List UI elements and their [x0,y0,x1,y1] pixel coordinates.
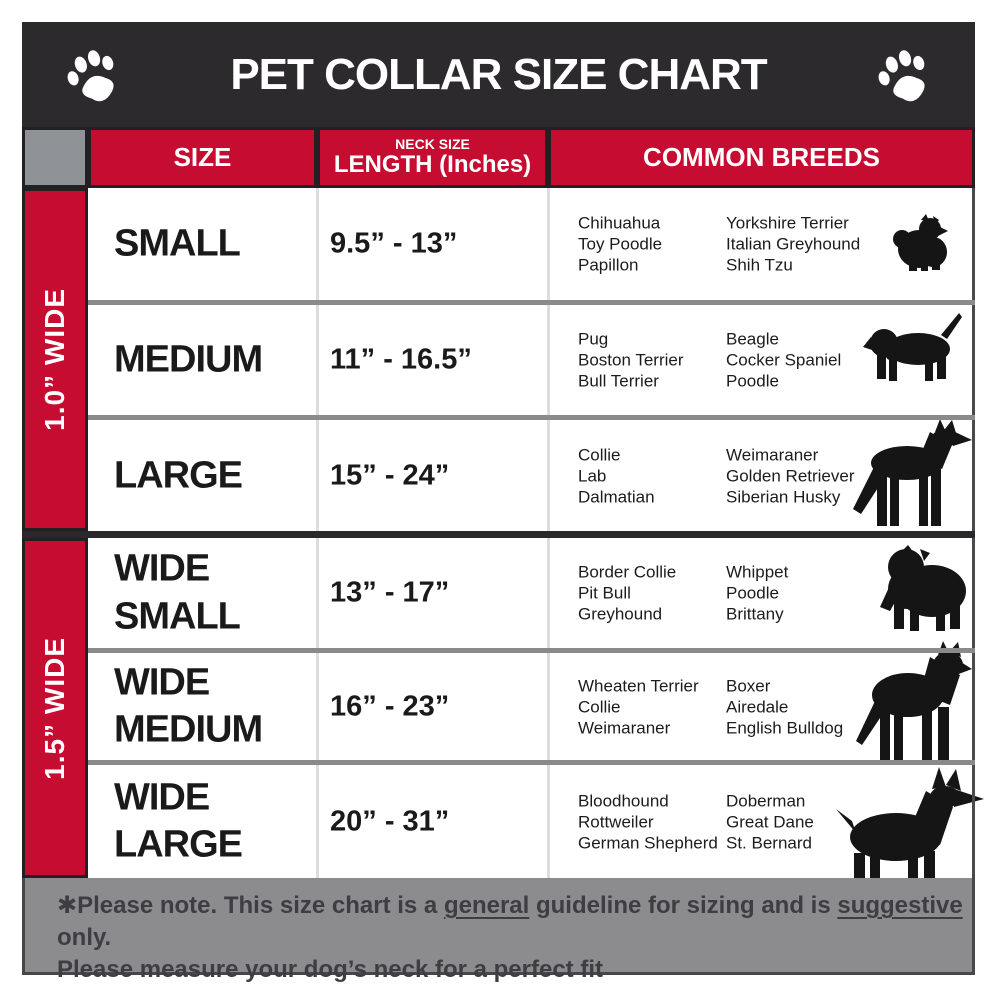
row-separator [88,415,975,420]
breed-name: Dalmatian [578,487,655,506]
length-inches-label: LENGTH (Inches) [333,151,532,178]
footer-note-line2: Please measure your dog’s neck for a per… [57,956,603,983]
breeds-column-b: Yorkshire Terrier Italian Greyhound Shih… [726,213,860,276]
breed-name: Pug [578,329,609,349]
breed-name: Toy Poodle [578,234,663,254]
breed-name: Pit Bull [578,583,631,603]
breeds-column-b: Doberman Great Dane St. Bernard [726,790,814,853]
size-row-small: SMALL 9.5” - 13” Chihuahua Toy Poodle Pa… [88,188,975,300]
footer-note: ✱Please note. This size chart is a gener… [22,878,975,983]
note-text: guideline for sizing and is [529,892,838,919]
neck-length-range: 11” - 16.5” [330,343,472,376]
page-title: PET COLLAR SIZE CHART [230,49,767,99]
column-header-size: SIZE [88,127,317,188]
breed-name: Papillon [578,255,639,275]
breed-name: Bull Terrier [578,371,659,391]
breed-name: Bloodhound [578,791,669,810]
breeds-column-a: Chihuahua Toy Poodle Papillon [578,213,662,276]
breeds-column-a: Border Collie Pit Bull Greyhound [578,562,676,625]
neck-length-range: 9.5” - 13” [330,227,458,260]
underlined-word: suggestive [837,892,963,919]
breeds-column-b: Weimaraner Golden Retriever Siberian Hus… [726,444,855,507]
note-text: ✱Please note. This size chart is a [57,892,444,919]
breed-name: Airedale [726,697,789,716]
underlined-word: general [443,892,530,919]
breeds-column-b: Boxer Airedale English Bulldog [726,675,843,738]
row-separator [88,300,975,305]
breed-name: Lab [578,466,607,485]
breed-name: Weimaraner [578,718,671,737]
size-row-medium: MEDIUM 11” - 16.5” Pug Boston Terrier Bu… [88,305,975,415]
row-separator [88,648,975,653]
breed-name: Siberian Husky [726,487,841,506]
breed-name: Boston Terrier [578,350,684,370]
breed-name: Border Collie [578,562,677,582]
breed-name: Beagle [726,329,779,349]
breed-name: Whippet [726,562,789,582]
neck-length-range: 13” - 17” [330,576,450,609]
breed-name: Cocker Spaniel [726,350,842,370]
footer-note-line1: ✱Please note. This size chart is a gener… [57,890,972,954]
size-name: LARGE [114,453,243,496]
column-header-common-breeds: COMMON BREEDS [548,127,975,188]
size-name: MEDIUM [114,338,263,381]
neck-length-range: 16” - 23” [330,690,450,722]
breeds-column-a: Pug Boston Terrier Bull Terrier [578,329,684,392]
breed-name: Weimaraner [726,445,819,464]
width-band-1-5-wide: 1.5” WIDE [22,538,88,878]
breeds-column-b: Beagle Cocker Spaniel Poodle [726,329,841,392]
size-row-wide-small: WIDE SMALL 13” - 17” Border Collie Pit B… [88,538,975,648]
breed-name: Great Dane [726,812,814,831]
breed-name: Shih Tzu [726,255,793,275]
breed-name: Greyhound [578,604,663,624]
paw-print-icon [67,50,114,102]
breed-name: Boxer [726,676,771,695]
breed-name: Collie [578,697,621,716]
breed-name: Collie [578,445,621,464]
neck-size-sublabel: NECK SIZE [395,136,470,152]
breeds-column-b: Whippet Poodle Brittany [726,562,788,625]
breed-name: Chihuahua [578,213,661,233]
size-row-large: LARGE 15” - 24” Collie Lab Dalmatian Wei… [88,419,975,531]
width-band-1-0-wide: 1.0” WIDE [22,188,88,531]
size-name: WIDE SMALL [114,547,241,638]
breeds-column-a: Collie Lab Dalmatian [578,444,655,507]
breed-name: St. Bernard [726,833,812,852]
neck-length-range: 20” - 31” [330,805,450,837]
header-spacer-cell [22,127,88,188]
pomeranian-dog-icon [893,214,948,271]
pit-bull-dog-icon [856,641,972,761]
width-band-label: 1.0” WIDE [39,288,70,431]
size-row-wide-large: WIDE LARGE 20” - 31” Bloodhound Rottweil… [88,765,984,925]
neck-length-range: 15” - 24” [330,459,450,491]
paw-print-icon [878,50,925,102]
breed-name: Italian Greyhound [726,234,861,254]
breed-name: Wheaten Terrier [578,676,699,695]
size-name: SMALL [114,222,241,265]
breed-name: Golden Retriever [726,466,855,485]
size-name: WIDE MEDIUM [114,661,263,751]
breed-name: German Shepherd [578,833,718,852]
row-separator [88,760,975,765]
note-text: only. [57,924,112,951]
german-shepherd-dog-icon [853,419,972,526]
section-separator [22,531,975,538]
size-name: WIDE LARGE [114,776,243,866]
breed-name: Rottweiler [578,812,654,831]
title-bar: PET COLLAR SIZE CHART [22,22,975,127]
breeds-column-a: Wheaten Terrier Collie Weimaraner [578,675,699,738]
breed-name: Poodle [726,371,779,391]
breed-name: English Bulldog [726,718,844,737]
width-band-label: 1.5” WIDE [39,636,70,780]
size-row-wide-medium: WIDE MEDIUM 16” - 23” Wheaten Terrier Co… [88,641,975,761]
breeds-column-a: Bloodhound Rottweiler German Shepherd [578,790,718,853]
column-header-neck-length: NECK SIZE LENGTH (Inches) [317,127,548,188]
breed-name: Poodle [726,583,779,603]
breed-name: Doberman [726,791,806,810]
beagle-dog-icon [863,313,962,381]
breed-name: Brittany [726,604,784,624]
bulldog-dog-icon [880,545,966,631]
breed-name: Yorkshire Terrier [726,213,849,233]
